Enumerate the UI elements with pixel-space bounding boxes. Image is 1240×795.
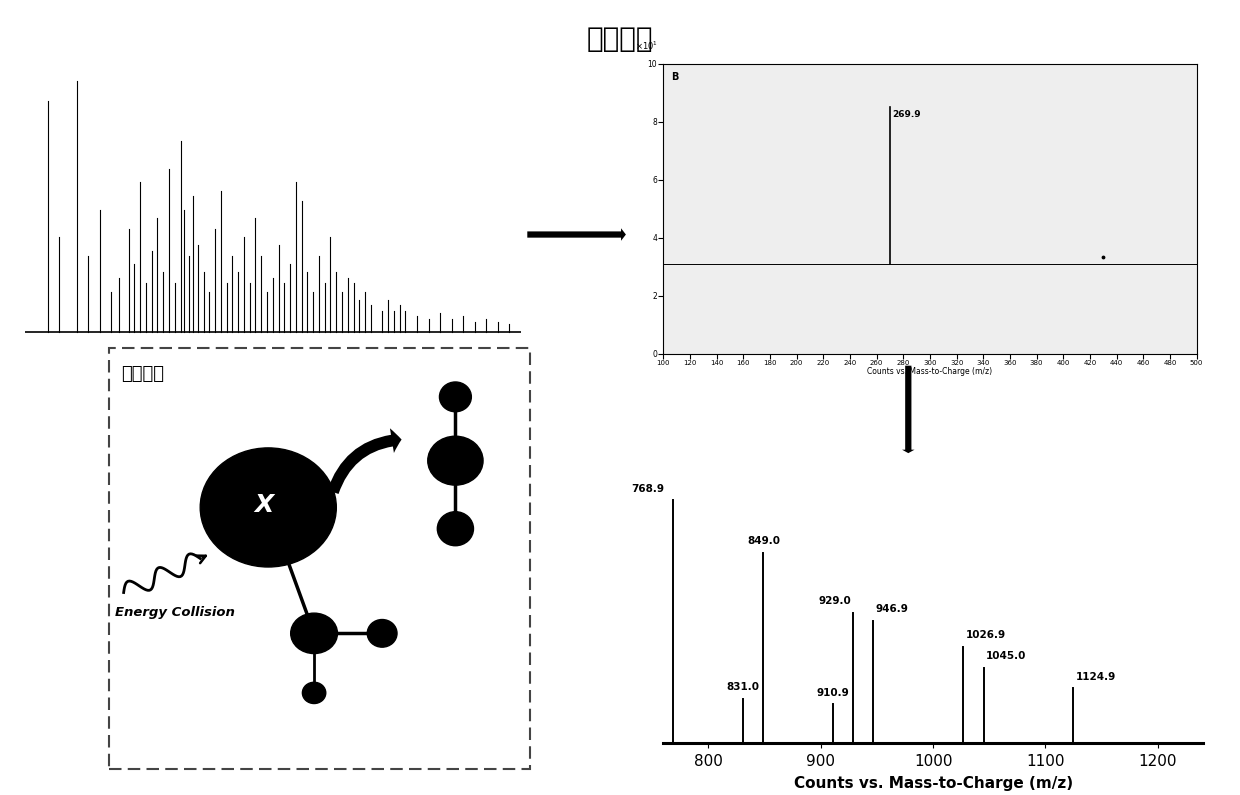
- Text: 1124.9: 1124.9: [1076, 672, 1116, 682]
- Ellipse shape: [200, 448, 336, 567]
- Text: $\times$10$^1$: $\times$10$^1$: [635, 40, 658, 52]
- Text: 269.9: 269.9: [893, 110, 921, 119]
- Text: 849.0: 849.0: [746, 536, 780, 546]
- Text: 946.9: 946.9: [875, 604, 909, 614]
- Ellipse shape: [428, 436, 484, 485]
- Ellipse shape: [290, 613, 337, 653]
- Ellipse shape: [439, 382, 471, 412]
- Text: 分析原理: 分析原理: [122, 365, 165, 383]
- Text: Energy Collision: Energy Collision: [115, 606, 236, 619]
- Ellipse shape: [303, 682, 326, 704]
- Text: 768.9: 768.9: [631, 484, 665, 494]
- Text: 分析过程: 分析过程: [587, 25, 653, 53]
- Text: 1045.0: 1045.0: [986, 651, 1027, 661]
- Text: 1026.9: 1026.9: [966, 630, 1006, 640]
- Ellipse shape: [438, 512, 474, 545]
- Text: B: B: [671, 72, 678, 83]
- Text: 831.0: 831.0: [727, 682, 760, 692]
- Text: 910.9: 910.9: [817, 688, 849, 698]
- X-axis label: Counts vs. Mass-to-Charge (m/z): Counts vs. Mass-to-Charge (m/z): [794, 776, 1073, 791]
- Text: X: X: [254, 494, 274, 518]
- X-axis label: Counts vs. Mass-to-Charge (m/z): Counts vs. Mass-to-Charge (m/z): [868, 367, 992, 376]
- Text: 929.0: 929.0: [818, 596, 851, 606]
- Ellipse shape: [367, 619, 397, 647]
